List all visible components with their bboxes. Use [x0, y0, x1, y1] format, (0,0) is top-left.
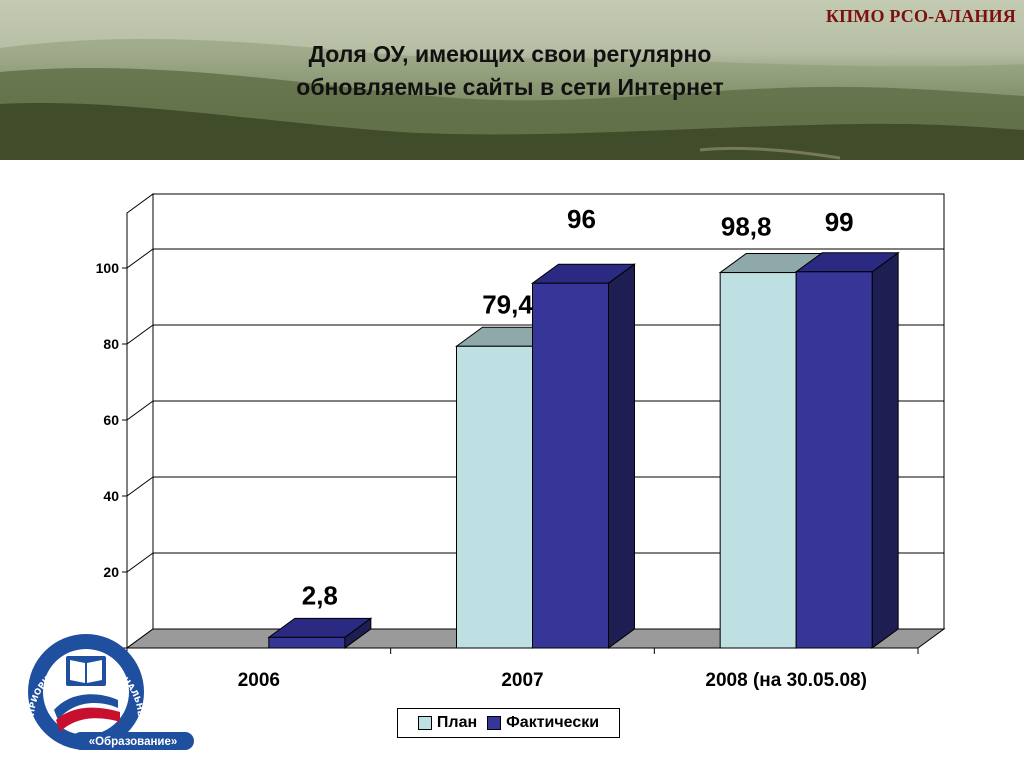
- title-line-1: Доля ОУ, имеющих свои регулярно: [308, 41, 712, 67]
- bar-front-face: [719, 272, 797, 649]
- y-tick-label: 80: [103, 336, 119, 352]
- bar-side-face: [608, 263, 635, 649]
- x-tick-label: 2006: [238, 670, 280, 691]
- bar-front-face: [456, 345, 533, 649]
- organization-label: КПМО РСО-АЛАНИЯ: [825, 6, 1016, 26]
- data-labels: 2,8 79,4 96 98,8 99: [302, 204, 854, 610]
- gridline-side: [126, 248, 154, 269]
- data-label: 79,4: [482, 289, 533, 319]
- gridline-side: [126, 552, 154, 573]
- data-label: 2,8: [302, 580, 338, 610]
- data-label: 96: [567, 204, 596, 234]
- header-banner: [0, 0, 1024, 160]
- y-tick-label: 60: [103, 412, 119, 428]
- y-tick-label: 40: [103, 488, 119, 504]
- chart-legend: План Фактически: [397, 708, 620, 738]
- gridline-side: [126, 400, 154, 421]
- legend-item-fact: Фактически: [487, 714, 599, 732]
- bar-front-face: [795, 271, 873, 649]
- education-project-logo: ПРИОРИТЕТНЫЕ НАЦИОНАЛЬНЫЕ ПРОЕКТЫ «Образ…: [14, 628, 194, 750]
- bar-front-face: [268, 636, 346, 649]
- gridline-side: [126, 476, 154, 497]
- logo-label: «Образование»: [89, 736, 178, 748]
- y-tick-label: 20: [103, 564, 119, 580]
- legend-swatch-plan: [417, 716, 432, 730]
- legend-label-plan: План: [436, 714, 478, 731]
- y-axis-ticks: 020406080100: [96, 260, 127, 656]
- legend-label-fact: Фактически: [506, 714, 600, 731]
- title-line-2: обновляемые сайты в сети Интернет: [296, 74, 724, 100]
- gridline-side: [126, 324, 154, 345]
- y-tick-label: 100: [96, 260, 120, 276]
- bar-front-face: [532, 282, 609, 649]
- mountain-landscape-image: [0, 39, 1024, 160]
- chart-bars: [267, 251, 900, 649]
- page-title: Доля ОУ, имеющих свои регулярно обновляе…: [200, 38, 820, 104]
- x-tick-label: 2007: [501, 670, 543, 691]
- logo-label-pill: [72, 732, 194, 750]
- chart-side-wall: [126, 193, 154, 649]
- book-flag-emblem-icon: [54, 656, 120, 732]
- bar-side-face: [871, 251, 899, 649]
- bar-fact: [267, 617, 373, 649]
- data-label: 98,8: [721, 212, 772, 242]
- bar-fact: [530, 263, 637, 649]
- data-label: 99: [825, 207, 854, 237]
- x-tick-label: 2008 (на 30.05.08): [705, 670, 866, 691]
- legend-item-plan: План: [417, 714, 478, 732]
- x-axis-ticks: 2006 2007 2008 (на 30.05.08): [126, 647, 919, 691]
- legend-swatch-fact: [487, 716, 502, 730]
- bar-fact: [794, 251, 900, 649]
